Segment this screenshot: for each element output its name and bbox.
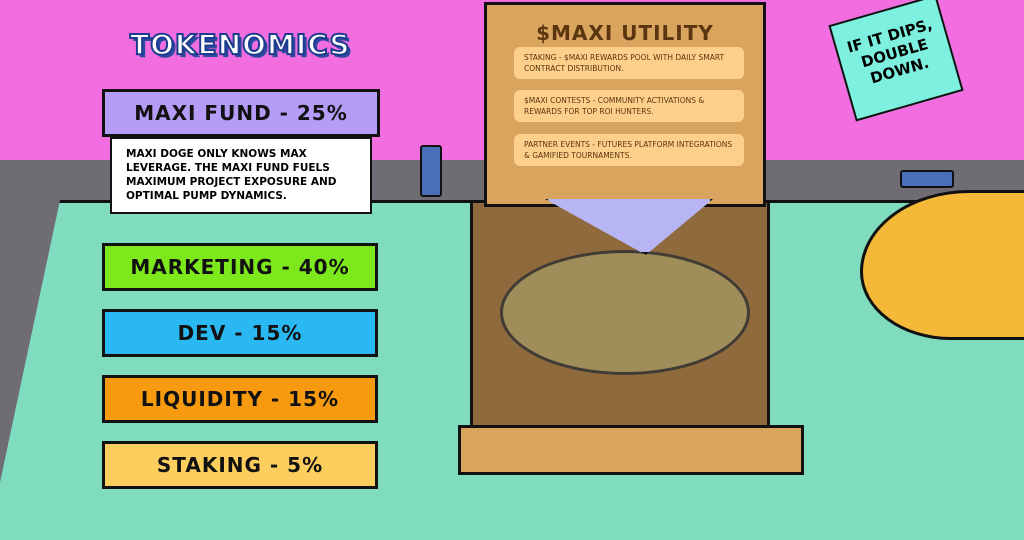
utility-item-staking: STAKING - $MAXI REWARDS POOL WITH DAILY …: [514, 47, 744, 79]
energy-can-icon: [420, 145, 442, 197]
maxi-fund-description: MAXI DOGE ONLY KNOWS MAX LEVERAGE. THE M…: [110, 137, 372, 214]
utility-title: $MAXI UTILITY: [536, 21, 714, 45]
pizza-illustration: [500, 250, 750, 375]
token-card-staking: STAKING - 5%: [102, 441, 378, 489]
token-card-dev: DEV - 15%: [102, 309, 378, 357]
tokenomics-title: TOKENOMICS: [129, 27, 351, 62]
token-card-marketing: MARKETING - 40%: [102, 243, 378, 291]
energy-can-icon: [900, 170, 954, 188]
pizza-box-front: [458, 425, 804, 475]
token-card-maxi-fund: MAXI FUND - 25%: [102, 89, 380, 137]
utility-item-contests: $MAXI CONTESTS - COMMUNITY ACTIVATIONS &…: [514, 90, 744, 122]
token-card-liquidity: LIQUIDITY - 15%: [102, 375, 378, 423]
utility-item-partner-events: PARTNER EVENTS - FUTURES PLATFORM INTEGR…: [514, 134, 744, 166]
